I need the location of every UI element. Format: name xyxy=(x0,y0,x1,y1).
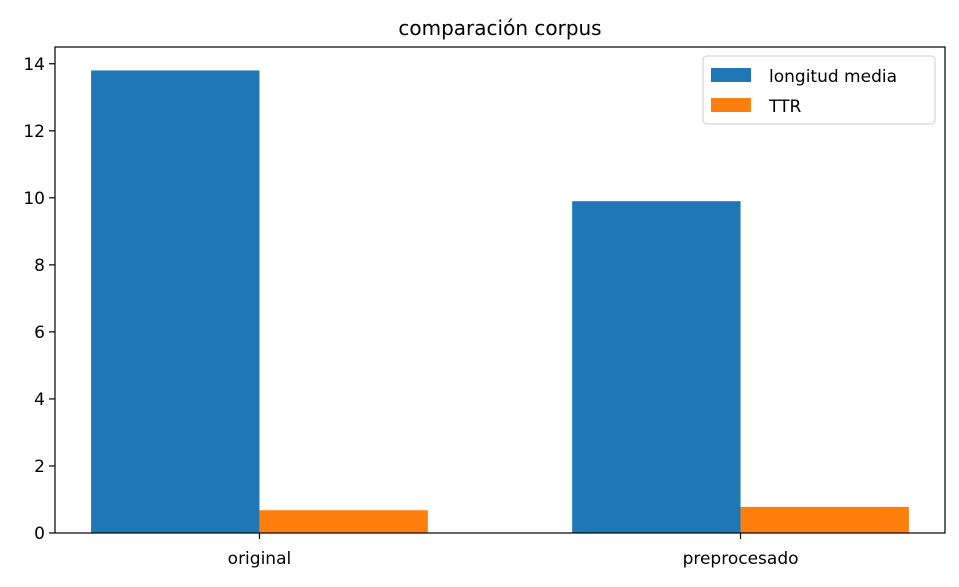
chart-title: comparación corpus xyxy=(398,16,601,40)
legend-entry-label: TTR xyxy=(768,97,801,117)
y-tick-label: 12 xyxy=(23,122,45,142)
bars-layer xyxy=(91,70,909,533)
x-tick-label-original: original xyxy=(228,549,292,569)
legend-swatch xyxy=(711,98,751,112)
plot-frame xyxy=(54,46,946,534)
legend-box xyxy=(702,55,936,125)
bar-longitud-media-original xyxy=(91,70,260,533)
bar-TTR-original xyxy=(259,510,428,533)
x-tick-label-preprocesado: preprocesado xyxy=(683,549,799,569)
y-tick-label: 14 xyxy=(23,55,45,75)
bar-TTR-preprocesado xyxy=(740,506,909,533)
y-tick-label: 8 xyxy=(34,256,45,276)
y-tick-label: 10 xyxy=(23,189,45,209)
bar-longitud-media-preprocesado xyxy=(572,201,741,533)
legend: longitud media TTR xyxy=(702,55,936,125)
y-tick-label: 4 xyxy=(34,390,45,410)
legend-swatch xyxy=(711,68,751,82)
y-tick-label: 6 xyxy=(34,323,45,343)
y-tick-label: 0 xyxy=(34,524,45,544)
legend-entry-label: longitud media xyxy=(769,67,897,87)
axes-layer: 0 2 4 6 8 10 12 14 original preprocesado xyxy=(23,46,946,569)
y-tick-label: 2 xyxy=(34,457,45,477)
